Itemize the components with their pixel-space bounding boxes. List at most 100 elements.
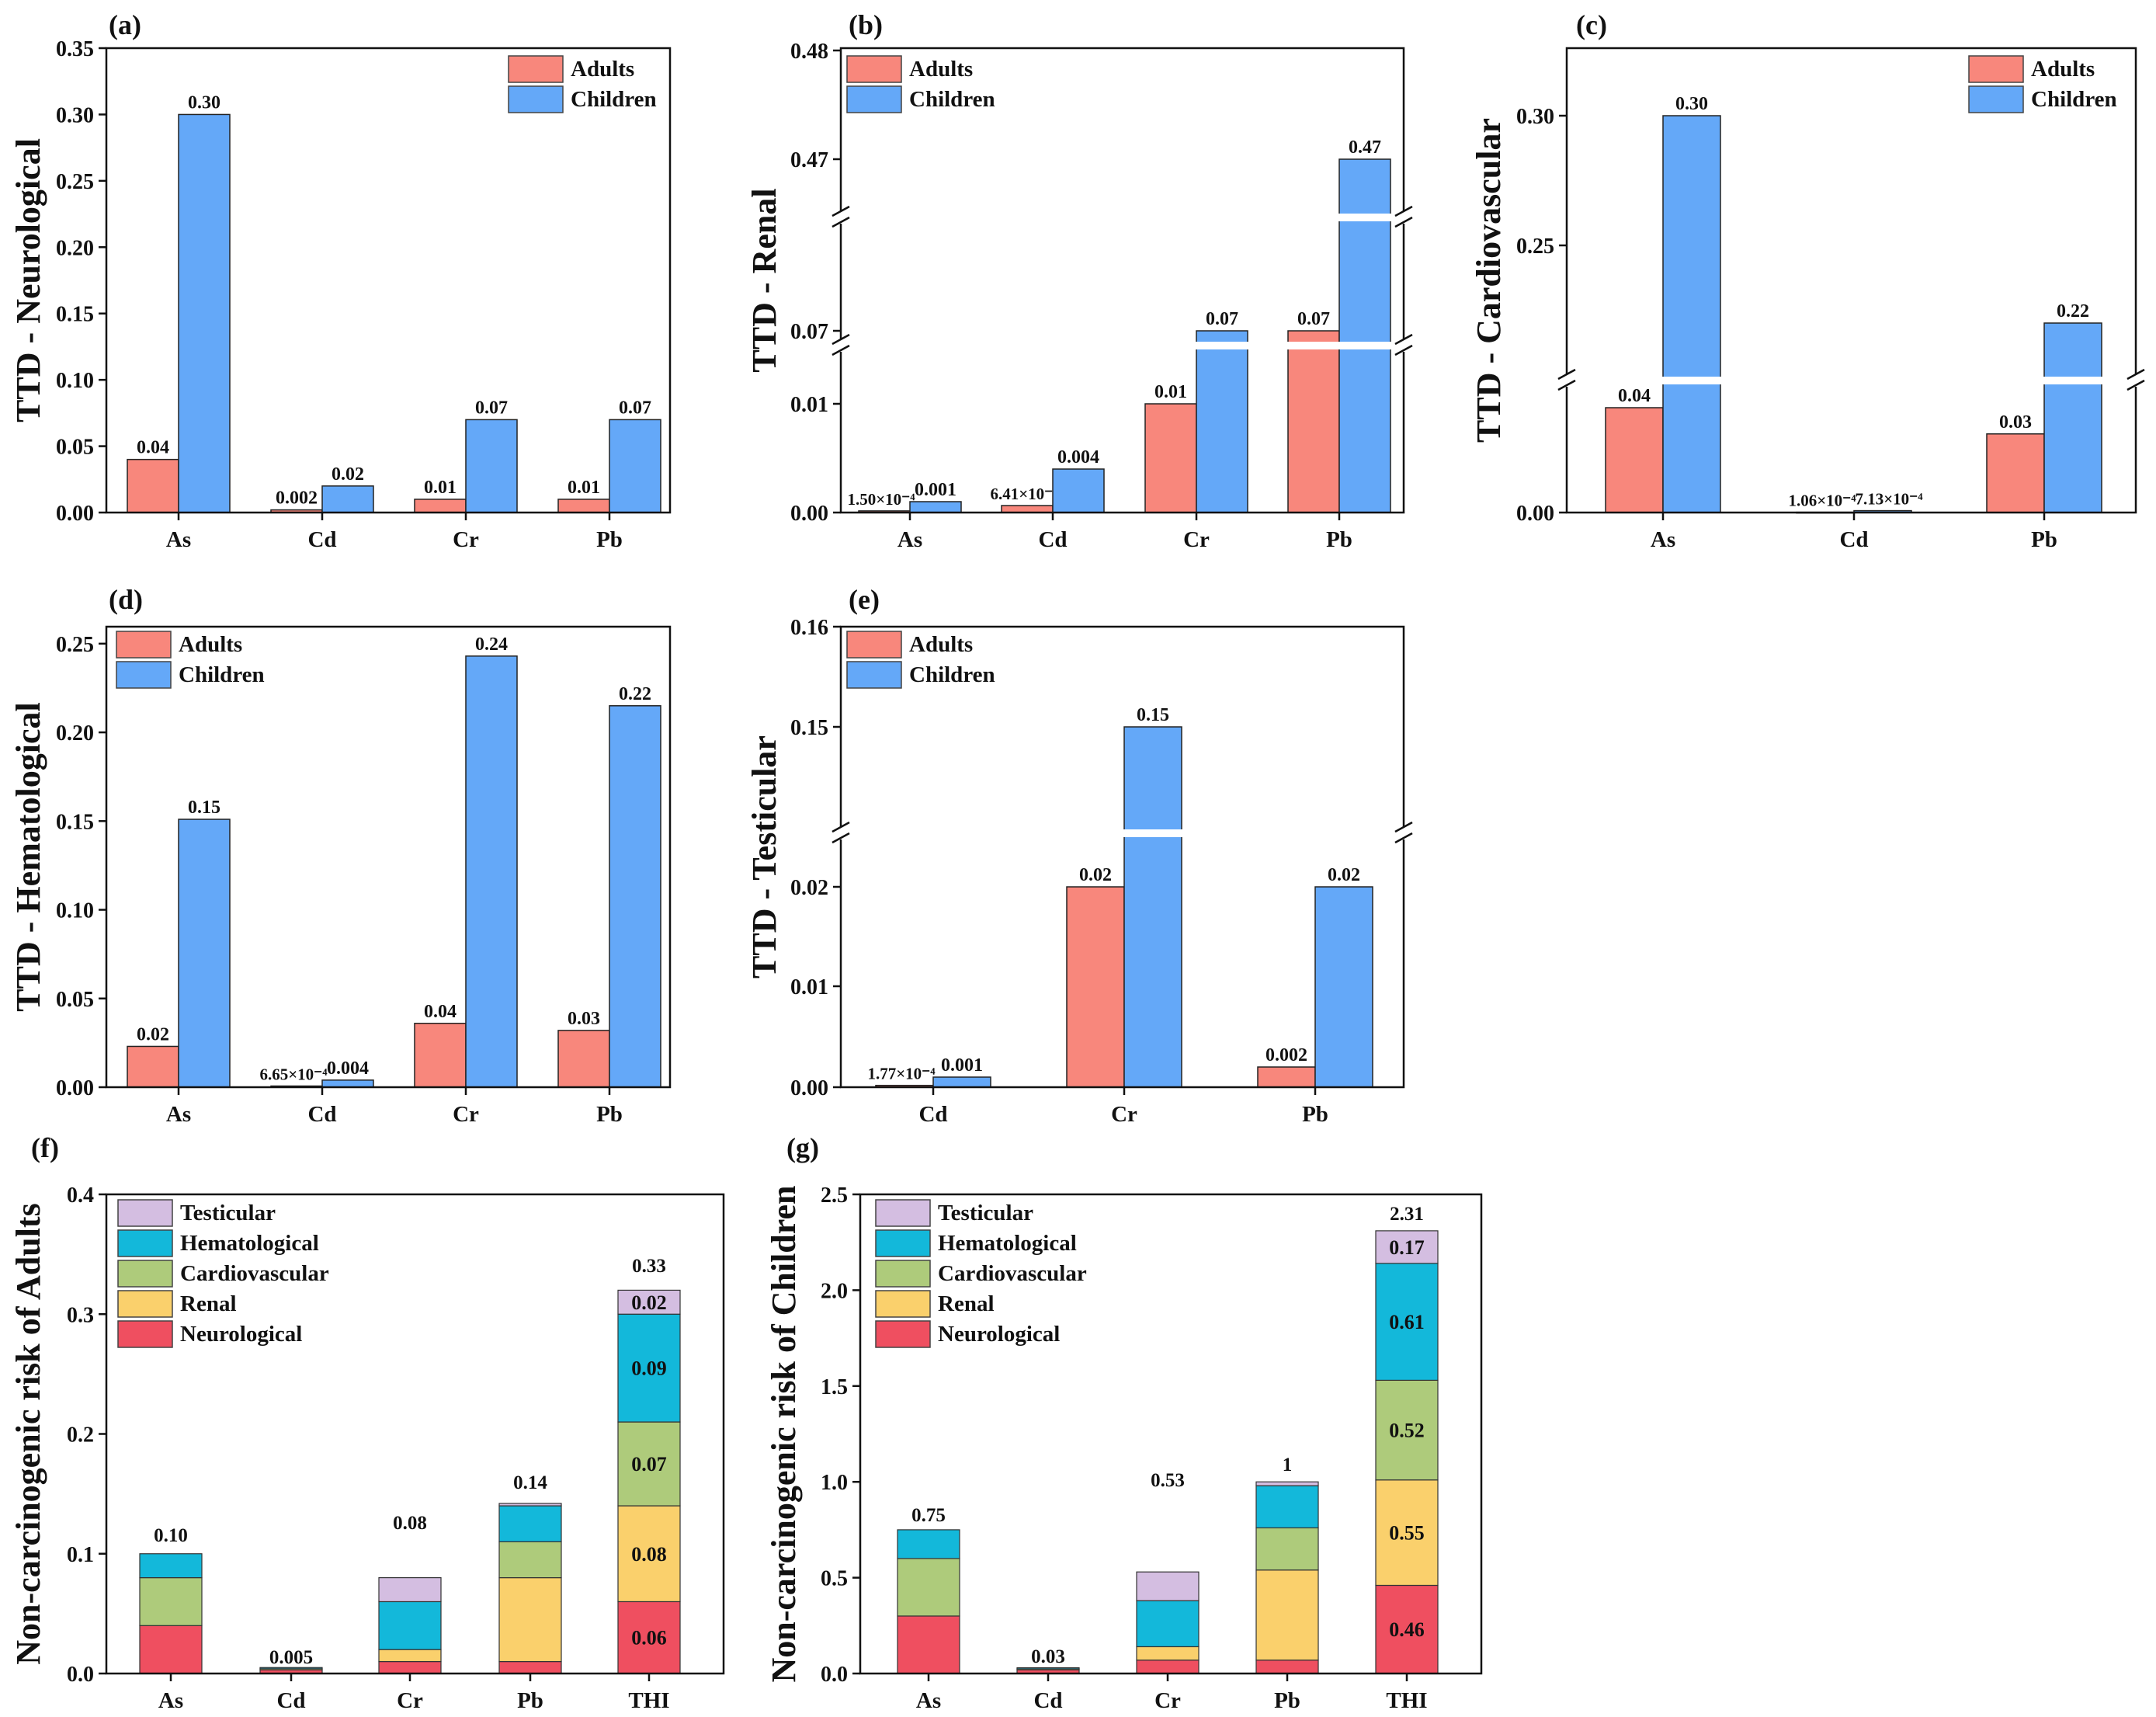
panel-c-legend-label-adults: Adults xyxy=(2031,57,2095,82)
panel-c-axis-break-right-0-slash-2 xyxy=(2126,379,2145,391)
panel-b-bar-children-pb xyxy=(1338,158,1391,513)
panel-d-bar-children-cr xyxy=(465,655,518,1088)
panel-e-legend-swatch-children xyxy=(846,661,902,689)
panel-g: 0.75 0.03 0.53 1 0.46 0.55 0.52 0.61 0.17 2.31 0.0… xyxy=(765,1132,1483,1713)
panel-g-ylabel: Non-carcinogenic risk of Children xyxy=(765,1185,803,1682)
panel-c-ytick-label-1: 0.25 xyxy=(1516,235,1554,259)
panel-b-ytick-label-2: 0.07 xyxy=(790,320,828,344)
panel-b-axis-break-left-1-slash-2 xyxy=(832,216,850,228)
panel-f-thi-label-hematological: 0.09 xyxy=(631,1357,667,1380)
panel-b-axis-break-right-0-slash-1 xyxy=(1394,333,1413,346)
panel-e: 1.77×10⁻⁴ 0.02 0.002 0.001 0.15 0.02 0.00 0.01 0… xyxy=(745,584,1413,1127)
panel-g-xtick-label-2: Cr xyxy=(1154,1688,1181,1713)
panel-e-ylabel: TTD - Testicular xyxy=(745,735,783,978)
panel-f-seg-renal-pb xyxy=(498,1576,562,1663)
panel-f-xtick-label-0: As xyxy=(158,1688,183,1713)
panel-a-legend-label-adults: Adults xyxy=(571,57,634,82)
panel-g-legend-swatch-neurological xyxy=(875,1320,931,1348)
panel-g-legend-label-renal: Renal xyxy=(938,1291,995,1316)
panel-c-label-children-as: 0.30 xyxy=(1675,94,1708,114)
panel-d-bar-adults-cr xyxy=(414,1023,467,1088)
panel-e-bar-children-pb xyxy=(1314,886,1373,1088)
panel-e-bar-children-cr xyxy=(1123,726,1182,1088)
panel-e-break-gap-0-1-1 xyxy=(1123,829,1182,837)
panel-a-ytick-label-7: 0.35 xyxy=(56,37,94,61)
panel-b-label-adults-as: 1.50×10⁻⁴ xyxy=(847,490,915,509)
panel-b-label-children-cd: 0.004 xyxy=(1057,447,1099,467)
panel-b-bar-adults-cr xyxy=(1144,403,1197,513)
panel-c: 0.04 1.06×10⁻⁴ 0.03 0.30 7.13×10⁻⁴ 0.22 0.00 0.… xyxy=(1470,9,2145,552)
panel-e-bar-children-cd xyxy=(932,1076,991,1088)
panel-f-seg-cardiovascular-pb xyxy=(498,1541,562,1579)
panel-f-seg-neurological-cr xyxy=(378,1660,442,1674)
panel-b-break-gap-1-1-3 xyxy=(1338,214,1391,221)
panel-f-total-as: 0.10 xyxy=(154,1525,188,1546)
panel-f-legend-swatch-testicular xyxy=(117,1199,173,1227)
panel-a-legend-label-children: Children xyxy=(571,87,657,112)
panel-a-label-children-pb: 0.07 xyxy=(619,398,651,418)
panel-c-bar-children-pb xyxy=(2043,322,2102,513)
panel-f-seg-hematological-cd xyxy=(259,1667,323,1670)
panel-e-label-adults-cr: 0.02 xyxy=(1079,865,1112,885)
panel-c-label-children-cd: 7.13×10⁻⁴ xyxy=(1855,490,1923,509)
panel-b-break-gap-0-1-3 xyxy=(1338,342,1391,349)
panel-b-axis-break-left-0-slash-1 xyxy=(832,333,850,346)
panel-b-label-adults-pb: 0.07 xyxy=(1297,309,1330,329)
panel-g-seg-renal-cr xyxy=(1136,1646,1200,1661)
panel-g-ytick-label-2: 1.0 xyxy=(821,1471,848,1495)
panel-d-ylabel: TTD - Hematological xyxy=(9,702,47,1011)
panel-e-ytick-label-2: 0.02 xyxy=(790,876,828,900)
panel-b-axis-break-left-1-slash-1 xyxy=(832,205,850,217)
panel-a-label-children-as: 0.30 xyxy=(188,92,220,113)
panel-e-frame xyxy=(839,625,1405,1089)
panel-d-ytick-label-0: 0.00 xyxy=(56,1076,94,1100)
panel-c-label-adults-pb: 0.03 xyxy=(1999,412,2032,433)
panel-b-legend-swatch-children xyxy=(846,85,902,113)
panel-g-frame xyxy=(859,1193,1483,1675)
panel-g-seg-testicular-thi xyxy=(1375,1230,1439,1264)
panel-g-legend-swatch-testicular xyxy=(875,1199,931,1227)
panel-g-seg-testicular-pb xyxy=(1255,1481,1319,1486)
panel-g-seg-renal-thi xyxy=(1375,1479,1439,1587)
panel-g-ytick-label-4: 2.0 xyxy=(821,1279,848,1303)
panel-c-label-adults-as: 0.04 xyxy=(1618,386,1651,406)
panel-f-thi-label-neurological: 0.06 xyxy=(631,1627,667,1649)
panel-d-xtick-label-1: Cd xyxy=(307,1102,336,1127)
panel-d-bar-children-cd xyxy=(321,1079,374,1088)
panel-f-seg-renal-cr xyxy=(378,1649,442,1663)
panel-b-bar-adults-pb xyxy=(1287,330,1340,513)
panel-g-seg-cardiovascular-thi xyxy=(1375,1379,1439,1481)
panel-b-xtick-label-2: Cr xyxy=(1183,527,1210,552)
panel-g-xtick-label-3: Pb xyxy=(1274,1688,1300,1713)
panel-g-legend-label-hematological: Hematological xyxy=(938,1231,1077,1256)
panel-b-bar-children-cr xyxy=(1196,330,1248,513)
panel-f-letter: (f) xyxy=(31,1132,59,1163)
panel-d-label-adults-cd: 6.65×10⁻⁴ xyxy=(259,1065,328,1083)
panel-a-ylabel: TTD - Neurological xyxy=(9,138,47,422)
panel-d-bar-children-pb xyxy=(609,705,661,1088)
panel-c-bar-adults-pb xyxy=(1986,433,2045,513)
panel-d-xtick-label-2: Cr xyxy=(453,1102,479,1127)
panel-f-seg-hematological-thi xyxy=(617,1313,681,1423)
panel-c-axis-break-left-0-slash-1 xyxy=(1557,368,1576,381)
panel-f-legend-swatch-hematological xyxy=(117,1229,173,1257)
panel-e-axis-break-right-0-slash-2 xyxy=(1394,832,1413,844)
panel-c-ytick-label-0: 0.00 xyxy=(1516,502,1554,526)
panel-b-bar-children-as xyxy=(909,501,962,513)
panel-a-legend-swatch-children xyxy=(508,85,564,113)
panel-b-bar-children-cd xyxy=(1052,468,1105,513)
panel-e-label-children-pb: 0.02 xyxy=(1328,865,1360,885)
panel-b-label-adults-cd: 6.41×10⁻⁴ xyxy=(990,485,1058,503)
panel-g-seg-neurological-thi xyxy=(1375,1584,1439,1674)
panel-d-legend-label-adults: Adults xyxy=(179,632,242,657)
panel-g-total-as: 0.75 xyxy=(911,1505,946,1526)
panel-a-label-adults-cd: 0.002 xyxy=(276,488,318,509)
panel-d-frame xyxy=(105,625,672,1089)
panel-f-legend-label-neurological: Neurological xyxy=(180,1322,302,1347)
panel-f-legend-label-cardiovascular: Cardiovascular xyxy=(180,1261,329,1286)
panel-e-xtick-label-0: Cd xyxy=(918,1102,947,1127)
panel-c-break-gap-0-1-2 xyxy=(2043,377,2102,384)
panel-d-legend-swatch-adults xyxy=(116,631,172,659)
panel-g-seg-hematological-cr xyxy=(1136,1600,1200,1648)
